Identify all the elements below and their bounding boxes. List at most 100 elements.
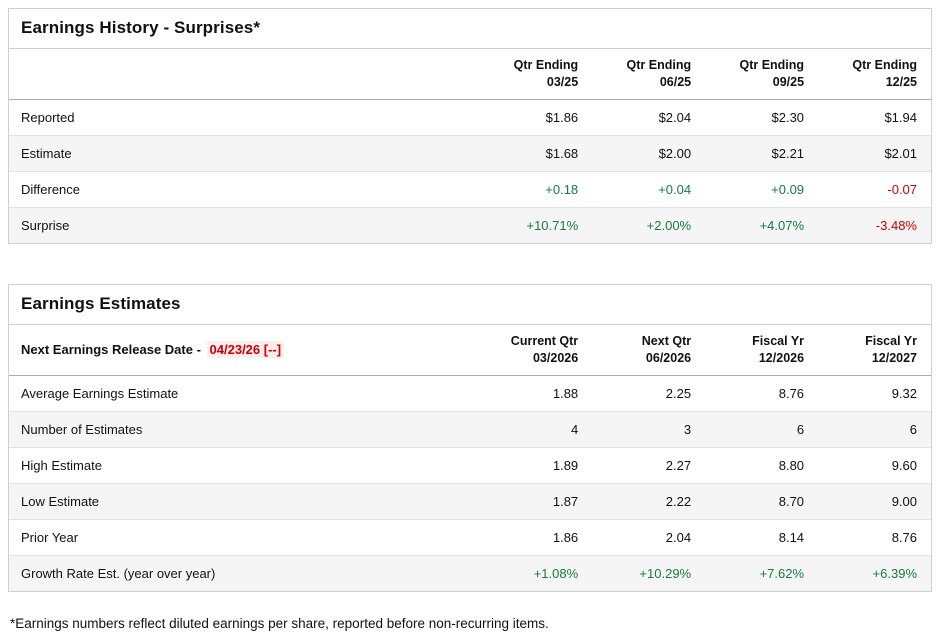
column-header-line2: 03/25 bbox=[546, 74, 579, 89]
column-header-line2: 09/25 bbox=[772, 74, 805, 89]
column-header-line2: 06/25 bbox=[659, 74, 692, 89]
row-label: Low Estimate bbox=[9, 483, 480, 520]
column-header: Qtr Ending 09/25 bbox=[705, 49, 819, 100]
column-header: Qtr Ending 06/25 bbox=[592, 49, 706, 100]
header-row: Qtr Ending 03/25 Qtr Ending 06/25 Qtr En… bbox=[9, 49, 931, 100]
column-header-line1: Qtr Ending bbox=[513, 58, 579, 72]
table-row: Estimate $1.68 $2.00 $2.21 $2.01 bbox=[9, 135, 931, 172]
value-cell: 8.76 bbox=[818, 519, 931, 556]
value-cell: 1.87 bbox=[479, 483, 593, 520]
column-header: Fiscal Yr 12/2027 bbox=[818, 324, 931, 376]
empty-header-cell bbox=[9, 49, 480, 100]
row-label: Reported bbox=[9, 99, 480, 136]
value-cell: +10.71% bbox=[526, 217, 579, 233]
table-row: Prior Year 1.86 2.04 8.14 8.76 bbox=[9, 519, 931, 556]
value-cell: +1.08% bbox=[533, 565, 579, 581]
earnings-estimates-table: Next Earnings Release Date - 04/23/26 [-… bbox=[9, 324, 931, 591]
row-label: Prior Year bbox=[9, 519, 480, 556]
value-cell: 2.25 bbox=[592, 375, 706, 412]
table-row: Low Estimate 1.87 2.22 8.70 9.00 bbox=[9, 483, 931, 520]
earnings-estimates-section: Earnings Estimates Next Earnings Release… bbox=[8, 283, 932, 592]
value-cell: 2.22 bbox=[592, 483, 706, 520]
next-earnings-release-cell: Next Earnings Release Date - 04/23/26 [-… bbox=[9, 324, 480, 376]
value-cell: 4 bbox=[479, 411, 593, 448]
value-cell: $2.21 bbox=[705, 135, 819, 172]
value-cell: $1.94 bbox=[818, 99, 931, 136]
value-cell: $1.86 bbox=[479, 99, 593, 136]
value-cell: +2.00% bbox=[646, 217, 692, 233]
earnings-estimates-title: Earnings Estimates bbox=[9, 285, 931, 325]
table-row: Difference +0.18 +0.04 +0.09 -0.07 bbox=[9, 171, 931, 208]
value-cell: 1.89 bbox=[479, 447, 593, 484]
row-label: Difference bbox=[9, 171, 480, 208]
value-cell: 6 bbox=[818, 411, 931, 448]
column-header: Current Qtr 03/2026 bbox=[479, 324, 593, 376]
column-header-line1: Next Qtr bbox=[641, 333, 692, 348]
earnings-history-table: Qtr Ending 03/25 Qtr Ending 06/25 Qtr En… bbox=[9, 49, 931, 243]
column-header-line1: Qtr Ending bbox=[739, 58, 805, 72]
earnings-history-section: Earnings History - Surprises* Qtr Ending… bbox=[8, 8, 932, 244]
value-cell: +0.09 bbox=[705, 171, 819, 208]
value-cell: +0.18 bbox=[479, 171, 593, 208]
column-header-line1: Fiscal Yr bbox=[752, 333, 805, 348]
column-header-line1: Current Qtr bbox=[510, 333, 579, 348]
table-row: Reported $1.86 $2.04 $2.30 $1.94 bbox=[9, 99, 931, 136]
header-row: Next Earnings Release Date - 04/23/26 [-… bbox=[9, 324, 931, 376]
row-label: Average Earnings Estimate bbox=[9, 375, 480, 412]
row-label: Estimate bbox=[9, 135, 480, 172]
earnings-history-header: Qtr Ending 03/25 Qtr Ending 06/25 Qtr En… bbox=[9, 49, 931, 100]
value-cell: 8.76 bbox=[705, 375, 819, 412]
earnings-estimates-header: Next Earnings Release Date - 04/23/26 [-… bbox=[9, 324, 931, 376]
table-row: Average Earnings Estimate 1.88 2.25 8.76… bbox=[9, 375, 931, 412]
table-row: High Estimate 1.89 2.27 8.80 9.60 bbox=[9, 447, 931, 484]
value-cell: +6.39% bbox=[872, 565, 917, 581]
column-header: Next Qtr 06/2026 bbox=[592, 324, 706, 376]
table-row: Growth Rate Est. (year over year) +1.08%… bbox=[9, 555, 931, 591]
column-header-line2: 12/2026 bbox=[758, 350, 805, 365]
row-label: Growth Rate Est. (year over year) bbox=[21, 565, 216, 581]
column-header-line2: 03/2026 bbox=[532, 350, 579, 365]
value-cell: 3 bbox=[592, 411, 706, 448]
value-cell: 9.60 bbox=[818, 447, 931, 484]
column-header-line2: 12/25 bbox=[885, 74, 917, 89]
row-label: Number of Estimates bbox=[9, 411, 480, 448]
column-header-line1: Fiscal Yr bbox=[865, 333, 917, 348]
value-cell: 8.14 bbox=[705, 519, 819, 556]
value-cell: 1.88 bbox=[479, 375, 593, 412]
earnings-history-body: Reported $1.86 $2.04 $2.30 $1.94 Estimat… bbox=[9, 99, 931, 243]
value-cell: $2.30 bbox=[705, 99, 819, 136]
column-header: Qtr Ending 12/25 bbox=[818, 49, 931, 100]
row-label: Surprise bbox=[21, 217, 70, 233]
value-cell: +0.04 bbox=[592, 171, 706, 208]
value-cell: +10.29% bbox=[639, 565, 692, 581]
value-cell: 9.00 bbox=[818, 483, 931, 520]
value-cell: +7.62% bbox=[759, 565, 805, 581]
value-cell: $1.68 bbox=[479, 135, 593, 172]
column-header-line1: Qtr Ending bbox=[626, 58, 692, 72]
release-date-value: 04/23/26 [--] bbox=[206, 340, 285, 358]
value-cell: 8.80 bbox=[705, 447, 819, 484]
value-cell: -0.07 bbox=[818, 171, 931, 208]
value-cell: 9.32 bbox=[818, 375, 931, 412]
value-cell: $2.04 bbox=[592, 99, 706, 136]
value-cell: +4.07% bbox=[759, 217, 805, 233]
row-label: High Estimate bbox=[9, 447, 480, 484]
earnings-footnote: *Earnings numbers reflect diluted earnin… bbox=[10, 615, 549, 631]
release-date-label: Next Earnings Release Date - bbox=[21, 341, 201, 357]
column-header: Fiscal Yr 12/2026 bbox=[705, 324, 819, 376]
table-row: Number of Estimates 4 3 6 6 bbox=[9, 411, 931, 448]
column-header: Qtr Ending 03/25 bbox=[479, 49, 593, 100]
column-header-line1: Qtr Ending bbox=[852, 58, 917, 72]
earnings-estimates-body: Average Earnings Estimate 1.88 2.25 8.76… bbox=[9, 375, 931, 591]
value-cell: $2.00 bbox=[592, 135, 706, 172]
value-cell: -3.48% bbox=[875, 217, 917, 233]
value-cell: $2.01 bbox=[818, 135, 931, 172]
column-header-line2: 12/2027 bbox=[871, 350, 917, 365]
value-cell: 2.27 bbox=[592, 447, 706, 484]
value-cell: 6 bbox=[705, 411, 819, 448]
table-row: Surprise +10.71% +2.00% +4.07% -3.48% bbox=[9, 207, 931, 243]
value-cell: 8.70 bbox=[705, 483, 819, 520]
column-header-line2: 06/2026 bbox=[645, 350, 692, 365]
earnings-history-title: Earnings History - Surprises* bbox=[9, 9, 931, 49]
